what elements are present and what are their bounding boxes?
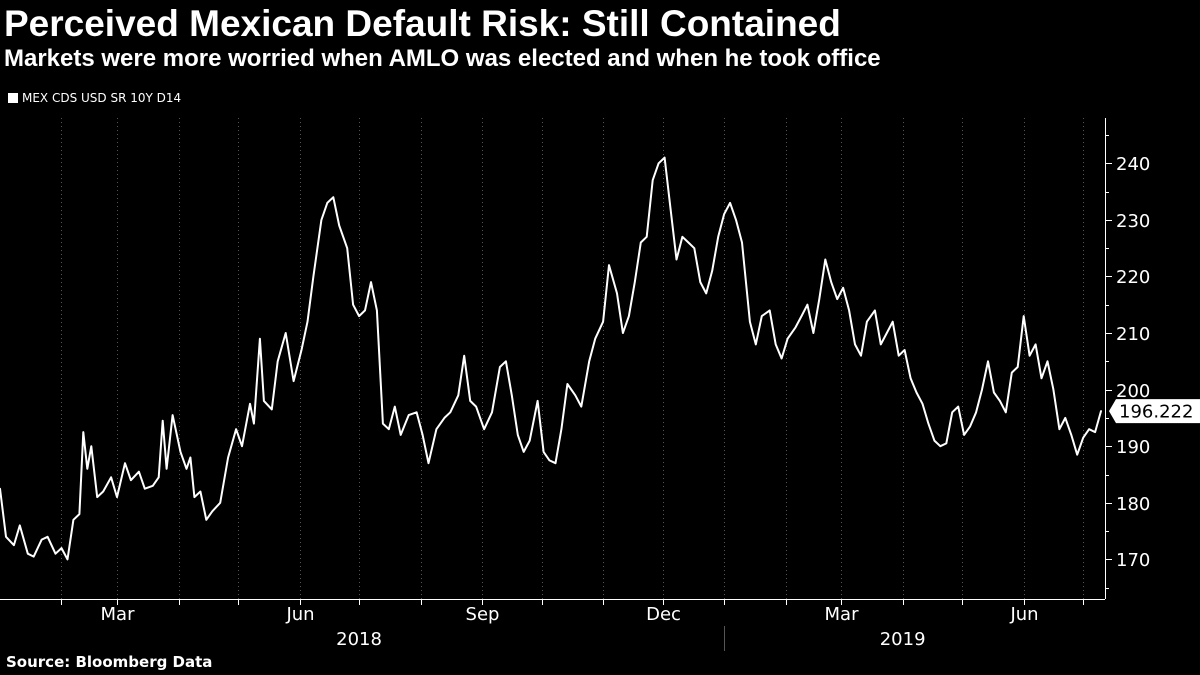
legend: MEX CDS USD SR 10Y D14 [8,91,181,105]
y-tick-label: 200 [1116,381,1150,402]
x-tick-label: Sep [466,604,500,625]
source-note: Source: Bloomberg Data [6,653,213,671]
y-tick-label: 240 [1116,154,1150,175]
y-tick-label: 190 [1116,437,1150,458]
last-value-label: 196.222 [1119,402,1193,423]
last-value-badge [1109,399,1200,424]
chart-subtitle: Markets were more worried when AMLO was … [4,45,881,72]
legend-swatch-icon [8,93,18,103]
y-tick-label: 170 [1116,550,1150,571]
year-label: 2019 [880,629,926,650]
y-tick-label: 230 [1116,211,1150,232]
chart-title: Perceived Mexican Default Risk: Still Co… [4,3,841,44]
x-tick-label: Jun [1009,604,1038,625]
series-line [0,156,1102,561]
year-label: 2018 [336,629,382,650]
y-tick-label: 210 [1116,324,1150,345]
x-tick-label: Mar [825,604,860,625]
x-tick-label: Mar [101,604,136,625]
x-tick-label: Jun [285,604,314,625]
legend-label: MEX CDS USD SR 10Y D14 [22,91,182,105]
y-tick-label: 180 [1116,494,1150,515]
x-tick-label: Dec [646,604,681,625]
y-tick-label: 220 [1116,267,1150,288]
